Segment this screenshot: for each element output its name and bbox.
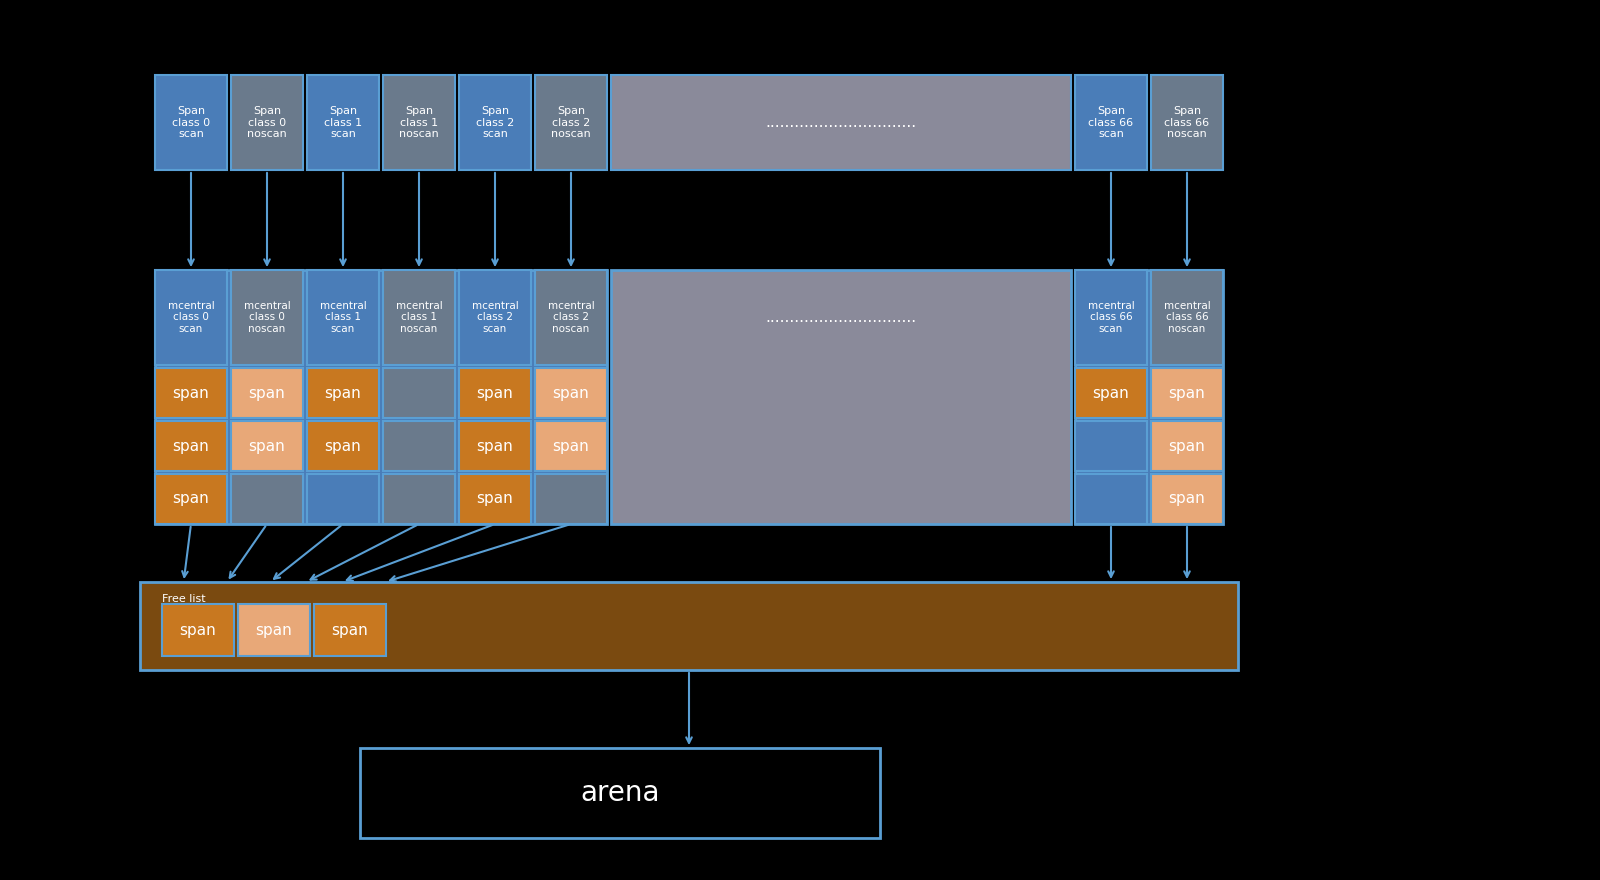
Text: Span
class 2
scan: Span class 2 scan [475,106,514,139]
FancyBboxPatch shape [238,604,310,656]
FancyBboxPatch shape [1150,75,1222,170]
Text: span: span [1093,385,1130,400]
FancyBboxPatch shape [155,474,227,524]
Text: span: span [325,438,362,453]
Text: ...............................: ............................... [765,310,917,325]
Text: span: span [248,438,285,453]
FancyBboxPatch shape [230,75,302,170]
Text: Span
class 1
noscan: Span class 1 noscan [398,106,438,139]
FancyBboxPatch shape [230,368,302,418]
FancyBboxPatch shape [230,270,302,365]
Text: span: span [1168,492,1205,507]
Text: ...............................: ............................... [765,115,917,130]
FancyBboxPatch shape [307,368,379,418]
FancyBboxPatch shape [1150,368,1222,418]
Text: mcentral
class 0
scan: mcentral class 0 scan [168,301,214,334]
FancyBboxPatch shape [1075,368,1147,418]
FancyBboxPatch shape [307,474,379,524]
Text: Span
class 1
scan: Span class 1 scan [323,106,362,139]
FancyBboxPatch shape [459,474,531,524]
FancyBboxPatch shape [307,421,379,471]
FancyBboxPatch shape [1075,270,1147,365]
FancyBboxPatch shape [382,421,454,471]
FancyBboxPatch shape [1150,421,1222,471]
FancyBboxPatch shape [382,474,454,524]
Text: Span
class 2
noscan: Span class 2 noscan [550,106,590,139]
Text: span: span [331,622,368,637]
FancyBboxPatch shape [155,270,227,365]
FancyBboxPatch shape [611,270,1070,524]
FancyBboxPatch shape [230,474,302,524]
Text: mcentral
class 66
noscan: mcentral class 66 noscan [1163,301,1210,334]
Text: Span
class 0
noscan: Span class 0 noscan [246,106,286,139]
FancyBboxPatch shape [162,604,234,656]
Text: span: span [248,385,285,400]
FancyBboxPatch shape [141,582,1238,670]
FancyBboxPatch shape [307,270,379,365]
Text: Free list: Free list [162,594,206,604]
Text: span: span [477,385,514,400]
FancyBboxPatch shape [307,75,379,170]
Text: arena: arena [581,779,659,807]
FancyBboxPatch shape [611,75,1070,170]
FancyBboxPatch shape [155,421,227,471]
Text: span: span [552,438,589,453]
Text: mcentral
class 0
noscan: mcentral class 0 noscan [243,301,290,334]
FancyBboxPatch shape [1075,474,1147,524]
FancyBboxPatch shape [534,421,606,471]
FancyBboxPatch shape [1075,270,1222,524]
FancyBboxPatch shape [459,270,531,365]
Text: Span
class 66
noscan: Span class 66 noscan [1165,106,1210,139]
Text: span: span [179,622,216,637]
FancyBboxPatch shape [382,75,454,170]
FancyBboxPatch shape [459,368,531,418]
Text: span: span [173,385,210,400]
Text: span: span [173,492,210,507]
Text: span: span [1168,385,1205,400]
Text: span: span [1168,438,1205,453]
Text: Span
class 66
scan: Span class 66 scan [1088,106,1133,139]
FancyBboxPatch shape [1075,421,1147,471]
FancyBboxPatch shape [155,270,606,524]
FancyBboxPatch shape [382,270,454,365]
FancyBboxPatch shape [230,421,302,471]
FancyBboxPatch shape [534,75,606,170]
FancyBboxPatch shape [534,270,606,365]
FancyBboxPatch shape [155,75,227,170]
Text: span: span [477,438,514,453]
FancyBboxPatch shape [314,604,386,656]
FancyBboxPatch shape [1150,474,1222,524]
Text: span: span [173,438,210,453]
Text: mcentral
class 2
scan: mcentral class 2 scan [472,301,518,334]
FancyBboxPatch shape [360,748,880,838]
FancyBboxPatch shape [1150,270,1222,365]
Text: mcentral
class 1
scan: mcentral class 1 scan [320,301,366,334]
Text: Span
class 0
scan: Span class 0 scan [171,106,210,139]
FancyBboxPatch shape [459,421,531,471]
Text: span: span [552,385,589,400]
FancyBboxPatch shape [534,368,606,418]
Text: span: span [477,492,514,507]
FancyBboxPatch shape [155,368,227,418]
Text: span: span [256,622,293,637]
Text: mcentral
class 1
noscan: mcentral class 1 noscan [395,301,442,334]
FancyBboxPatch shape [534,474,606,524]
FancyBboxPatch shape [1075,75,1147,170]
Text: mcentral
class 66
scan: mcentral class 66 scan [1088,301,1134,334]
Text: span: span [325,385,362,400]
FancyBboxPatch shape [459,75,531,170]
Text: mcentral
class 2
noscan: mcentral class 2 noscan [547,301,594,334]
FancyBboxPatch shape [382,368,454,418]
